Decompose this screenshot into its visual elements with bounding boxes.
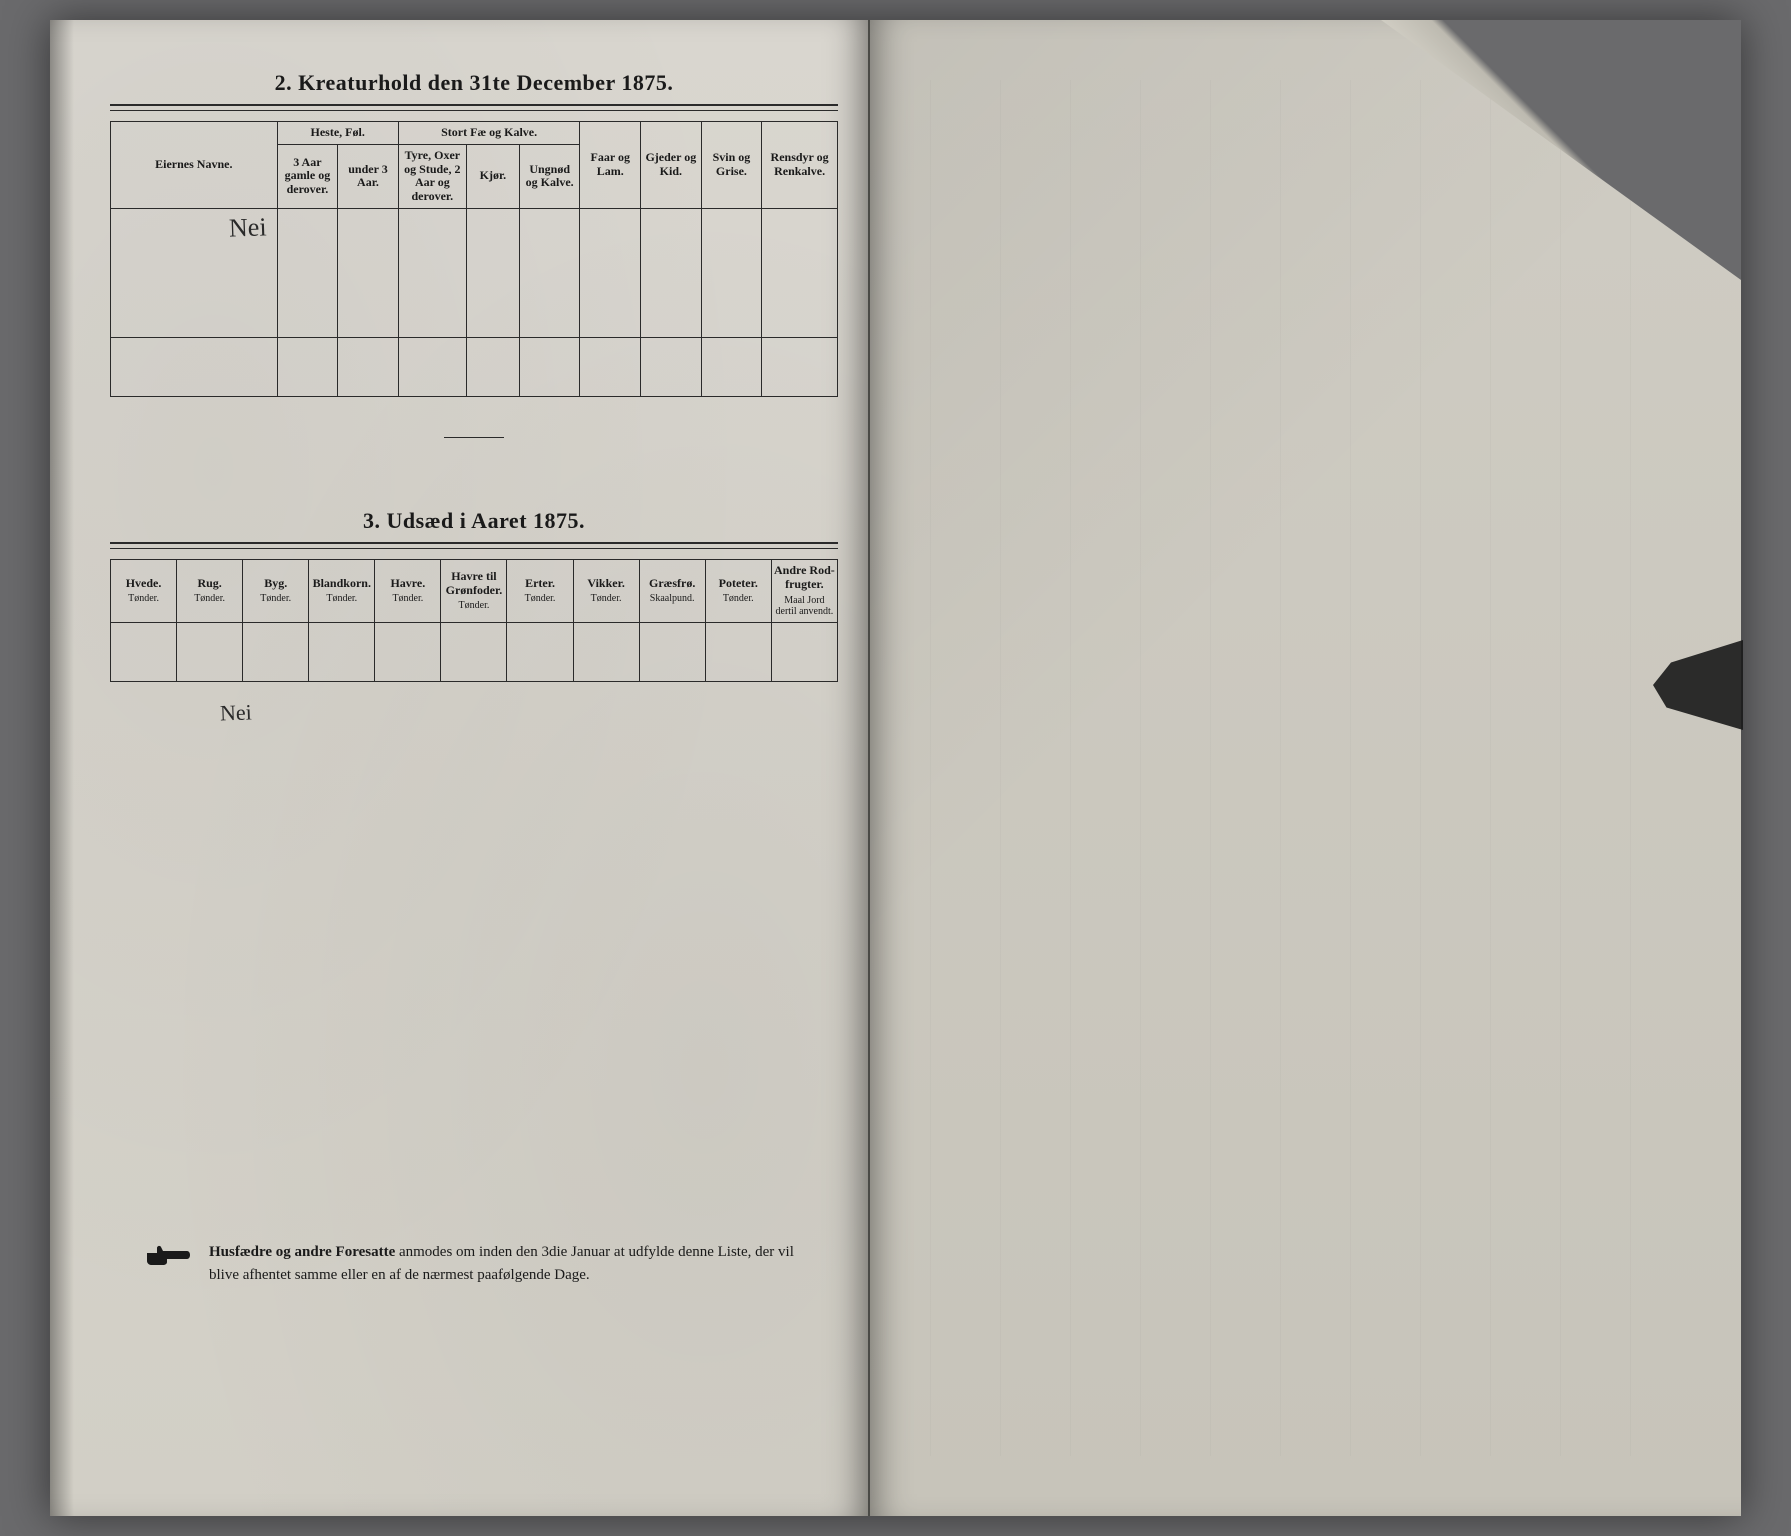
col-group-cattle: Stort Fæ og Kalve.	[398, 122, 580, 145]
table-row	[111, 622, 838, 681]
rule	[110, 542, 838, 544]
table-livestock: Eiernes Navne. Heste, Føl. Stort Fæ og K…	[110, 121, 838, 397]
table-sowing: Hvede.Tønder.Rug.Tønder.Byg.Tønder.Bland…	[110, 559, 838, 682]
col-cattle-bulls: Tyre, Oxer og Stude, 2 Aar og derover.	[398, 144, 466, 208]
rule	[110, 104, 838, 106]
footer-bold: Husfædre og andre Foresatte	[209, 1244, 395, 1260]
col-header: Havre.Tønder.	[375, 559, 441, 622]
table-row	[111, 337, 838, 396]
footer-note: Husfædre og andre Foresatte anmodes om i…	[145, 1241, 818, 1286]
col-sheep: Faar og Lam.	[580, 122, 641, 209]
divider-dash	[444, 437, 504, 438]
col-header: Byg.Tønder.	[243, 559, 309, 622]
col-header: Andre Rod-frugter.Maal Jord dertil anven…	[771, 559, 837, 622]
col-owner: Eiernes Navne.	[111, 122, 278, 209]
footer-text: Husfædre og andre Foresatte anmodes om i…	[209, 1241, 818, 1286]
col-cattle-young: Ungnød og Kalve.	[519, 144, 580, 208]
binding-shadow	[50, 20, 74, 1516]
col-horses-under3: under 3 Aar.	[338, 144, 399, 208]
col-header: Vikker.Tønder.	[573, 559, 639, 622]
pointing-hand-icon	[145, 1243, 191, 1271]
left-page: 2. Kreaturhold den 31te December 1875. E…	[50, 20, 870, 1516]
handwritten-nei: Nei	[229, 212, 268, 243]
col-reindeer: Rensdyr og Renkalve.	[762, 122, 838, 209]
faint-column-lines	[930, 80, 1681, 1456]
table-row: Nei	[111, 208, 838, 337]
col-header: Græsfrø.Skaalpund.	[639, 559, 705, 622]
col-header: Blandkorn.Tønder.	[309, 559, 375, 622]
col-header: Poteter.Tønder.	[705, 559, 771, 622]
col-header: Erter.Tønder.	[507, 559, 573, 622]
col-group-horses: Heste, Føl.	[277, 122, 398, 145]
rule-thin	[110, 110, 838, 111]
col-header: Rug.Tønder.	[177, 559, 243, 622]
table-header-row: Hvede.Tønder.Rug.Tønder.Byg.Tønder.Bland…	[111, 559, 838, 622]
section3: 3. Udsæd i Aaret 1875. Hvede.Tønder.Rug.…	[110, 508, 838, 726]
section2-title: 2. Kreaturhold den 31te December 1875.	[110, 70, 838, 96]
rule-thin	[110, 548, 838, 549]
col-header: Hvede.Tønder.	[111, 559, 177, 622]
col-cattle-cows: Kjør.	[466, 144, 519, 208]
col-header: Havre til Grønfoder.Tønder.	[441, 559, 507, 622]
right-page	[870, 20, 1741, 1516]
col-goats: Gjeder og Kid.	[641, 122, 702, 209]
book-spread: 2. Kreaturhold den 31te December 1875. E…	[50, 20, 1741, 1516]
section3-title: 3. Udsæd i Aaret 1875.	[110, 508, 838, 534]
col-pigs: Svin og Grise.	[701, 122, 762, 209]
handwritten-nei-2: Nei	[220, 699, 253, 726]
col-horses-3plus: 3 Aar gamle og derover.	[277, 144, 338, 208]
